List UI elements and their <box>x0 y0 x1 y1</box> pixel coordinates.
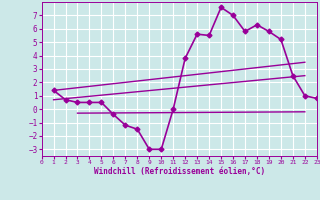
X-axis label: Windchill (Refroidissement éolien,°C): Windchill (Refroidissement éolien,°C) <box>94 167 265 176</box>
